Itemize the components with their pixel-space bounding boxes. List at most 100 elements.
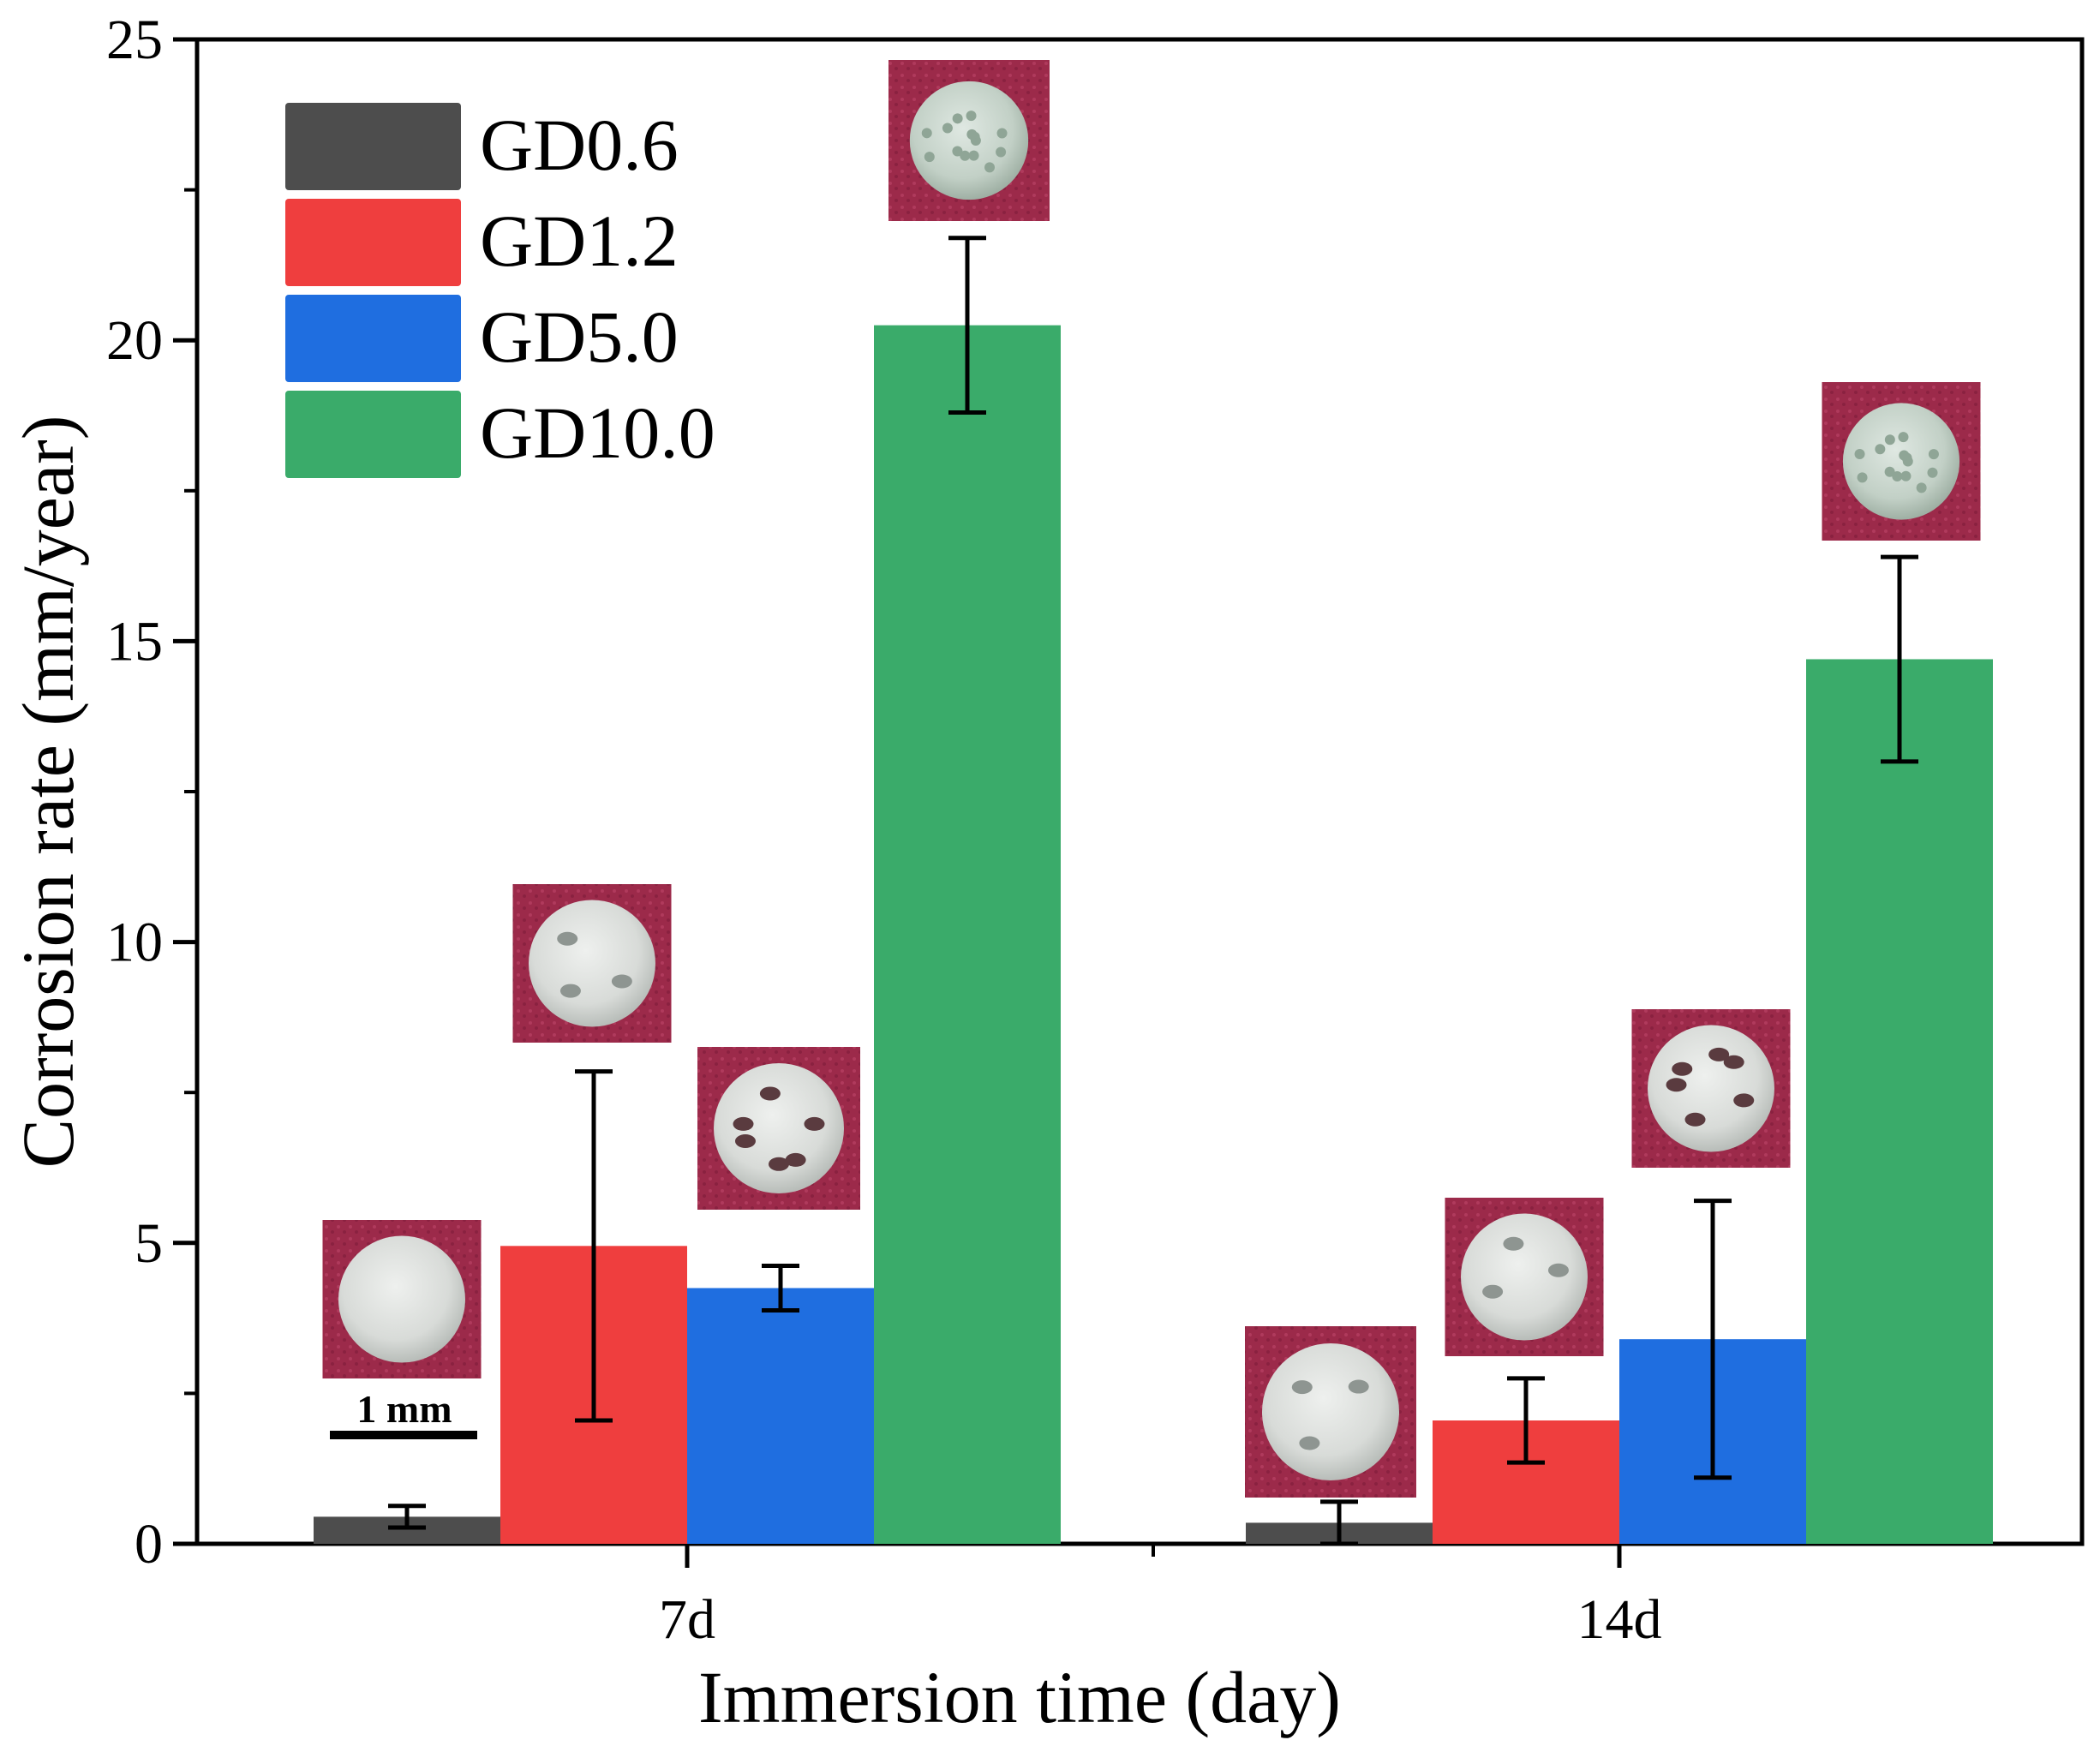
scale-bar-line <box>330 1431 477 1439</box>
legend-label: GD0.6 <box>480 104 679 186</box>
error-bar <box>1320 1499 1358 1546</box>
corrosion-pit <box>1684 1112 1706 1127</box>
inset-photo <box>697 1047 860 1210</box>
inset-photos <box>322 60 1981 1498</box>
x-axis: 7d 14d <box>659 1544 1662 1651</box>
corrosion-spot <box>1900 470 1912 481</box>
y-axis-title: Corrosion rate (mm/year) <box>7 416 89 1169</box>
sample-disc <box>1842 403 1960 520</box>
bar-gd10-0-7d <box>874 325 1061 1544</box>
corrosion-spot <box>924 152 935 163</box>
corrosion-pit <box>1733 1093 1755 1108</box>
sample-disc <box>909 81 1029 200</box>
corrosion-spot <box>1884 434 1895 445</box>
corrosion-spot <box>921 128 932 139</box>
corrosion-pit <box>611 974 632 989</box>
corrosion-spot <box>996 128 1008 139</box>
legend-label: GD1.2 <box>480 200 679 282</box>
corrosion-spot <box>1857 472 1868 483</box>
x-tick-label: 7d <box>659 1588 715 1651</box>
legend-swatch <box>285 199 461 286</box>
corrosion-spot <box>1854 448 1865 459</box>
corrosion-pit <box>733 1116 754 1131</box>
error-bar <box>948 236 986 415</box>
legend-swatch <box>285 391 461 478</box>
y-tick-label: 25 <box>106 9 163 71</box>
corrosion-pit <box>1547 1263 1569 1277</box>
corrosion-pit <box>1503 1236 1524 1251</box>
legend-item: GD5.0 <box>285 295 679 382</box>
corrosion-spot <box>1875 444 1886 455</box>
sample-disc <box>1461 1213 1588 1341</box>
legend: GD0.6 GD1.2 GD5.0 GD10.0 <box>285 103 715 478</box>
corrosion-pit <box>1708 1047 1730 1061</box>
scale-bar: 1 mm <box>330 1387 477 1439</box>
corrosion-spot <box>1916 482 1927 493</box>
sample-disc <box>529 900 655 1027</box>
inset-photo <box>512 884 672 1043</box>
legend-label: GD5.0 <box>480 296 679 378</box>
sample-disc <box>714 1063 844 1193</box>
inset-photo <box>888 60 1050 221</box>
corrosion-pit <box>1299 1436 1320 1450</box>
corrosion-spot <box>952 113 963 124</box>
corrosion-pit <box>785 1152 806 1167</box>
corrosion-spot <box>952 146 963 157</box>
corrosion-spot <box>966 129 978 140</box>
corrosion-pit <box>759 1086 781 1101</box>
bar-gd10-0-14d <box>1806 659 1993 1545</box>
corrosion-spot <box>960 150 971 161</box>
corrosion-pit <box>557 931 578 946</box>
legend-label: GD10.0 <box>480 392 715 474</box>
corrosion-spot <box>1928 449 1939 460</box>
corrosion-spot <box>996 146 1007 158</box>
legend-item: GD0.6 <box>285 103 679 190</box>
corrosion-pit <box>769 1157 789 1171</box>
corrosion-pit <box>1723 1055 1744 1069</box>
x-tick-label: 14d <box>1577 1588 1662 1651</box>
error-bar <box>1881 554 1918 764</box>
corrosion-pit <box>1666 1078 1687 1092</box>
error-bar <box>1694 1199 1732 1480</box>
bar-gd5-0-7d <box>687 1288 874 1544</box>
corrosion-spot <box>1892 471 1903 482</box>
sample-disc <box>1262 1343 1399 1480</box>
legend-item: GD1.2 <box>285 199 679 286</box>
corrosion-pit <box>1348 1379 1369 1394</box>
y-tick-label: 0 <box>135 1513 163 1576</box>
corrosion-spot <box>942 123 953 134</box>
error-bar <box>575 1069 613 1423</box>
corrosion-spot <box>1898 432 1909 443</box>
corrosion-pit <box>1291 1380 1313 1395</box>
sample-disc <box>1648 1025 1774 1152</box>
error-bar <box>388 1504 426 1530</box>
y-tick-label: 10 <box>106 912 163 974</box>
corrosion-pit <box>734 1133 756 1148</box>
corrosion-spot <box>984 162 996 173</box>
legend-swatch <box>285 295 461 382</box>
inset-photo <box>1631 1009 1791 1168</box>
inset-photo <box>1445 1198 1604 1356</box>
corrosion-pit <box>559 984 581 998</box>
inset-photo <box>1822 382 1981 541</box>
error-bars <box>388 236 1918 1546</box>
x-axis-title: Immersion time (day) <box>698 1656 1341 1738</box>
bar-series <box>314 325 1993 1545</box>
scale-bar-label: 1 mm <box>356 1387 452 1431</box>
corrosion-spot <box>966 111 977 122</box>
y-tick-label: 15 <box>106 610 163 673</box>
y-axis: 0 5 10 15 20 25 <box>106 9 197 1576</box>
legend-swatch <box>285 103 461 190</box>
y-tick-label: 5 <box>135 1212 163 1275</box>
corrosion-pit <box>1672 1061 1693 1076</box>
corrosion-pit <box>804 1116 825 1131</box>
corrosion-pit <box>1482 1284 1504 1299</box>
inset-photo <box>322 1220 482 1378</box>
error-bar <box>1507 1376 1545 1465</box>
corrosion-spot <box>1927 467 1938 478</box>
corrosion-spot <box>968 150 979 161</box>
y-tick-label: 20 <box>106 309 163 372</box>
corrosion-spot <box>1899 450 1910 461</box>
legend-item: GD10.0 <box>285 391 715 478</box>
